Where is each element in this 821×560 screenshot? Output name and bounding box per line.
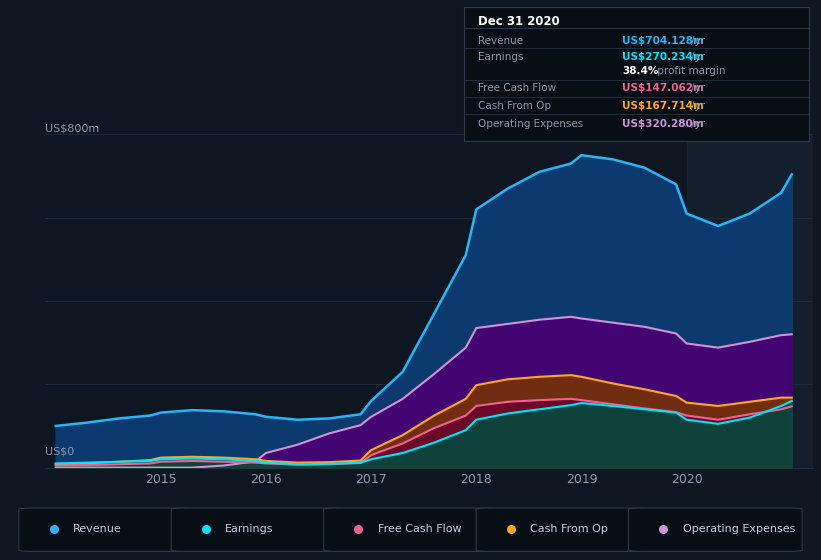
FancyBboxPatch shape bbox=[19, 508, 192, 552]
FancyBboxPatch shape bbox=[323, 508, 498, 552]
Text: US$800m: US$800m bbox=[45, 123, 99, 133]
Text: Cash From Op: Cash From Op bbox=[478, 100, 551, 110]
Text: US$0: US$0 bbox=[45, 446, 75, 456]
Text: US$320.280m: US$320.280m bbox=[622, 119, 704, 129]
Text: profit margin: profit margin bbox=[654, 66, 726, 76]
Text: Free Cash Flow: Free Cash Flow bbox=[378, 524, 461, 534]
Text: /yr: /yr bbox=[690, 52, 704, 62]
Text: 38.4%: 38.4% bbox=[622, 66, 659, 76]
Text: Revenue: Revenue bbox=[478, 36, 523, 46]
Text: Operating Expenses: Operating Expenses bbox=[682, 524, 795, 534]
Text: /yr: /yr bbox=[690, 36, 704, 46]
FancyBboxPatch shape bbox=[172, 508, 345, 552]
Text: US$270.234m: US$270.234m bbox=[622, 52, 704, 62]
Text: /yr: /yr bbox=[690, 119, 704, 129]
Text: US$704.128m: US$704.128m bbox=[622, 36, 704, 46]
Bar bbox=[686, 134, 813, 468]
Text: Revenue: Revenue bbox=[73, 524, 122, 534]
Text: Operating Expenses: Operating Expenses bbox=[478, 119, 583, 129]
Text: US$147.062m: US$147.062m bbox=[622, 83, 704, 93]
Text: Earnings: Earnings bbox=[478, 52, 523, 62]
Text: US$167.714m: US$167.714m bbox=[622, 100, 704, 110]
FancyBboxPatch shape bbox=[476, 508, 649, 552]
FancyBboxPatch shape bbox=[629, 508, 802, 552]
Text: Free Cash Flow: Free Cash Flow bbox=[478, 83, 556, 93]
Text: /yr: /yr bbox=[690, 100, 704, 110]
Text: Cash From Op: Cash From Op bbox=[530, 524, 608, 534]
Text: /yr: /yr bbox=[690, 83, 704, 93]
Text: Earnings: Earnings bbox=[225, 524, 273, 534]
Text: Dec 31 2020: Dec 31 2020 bbox=[478, 16, 559, 29]
